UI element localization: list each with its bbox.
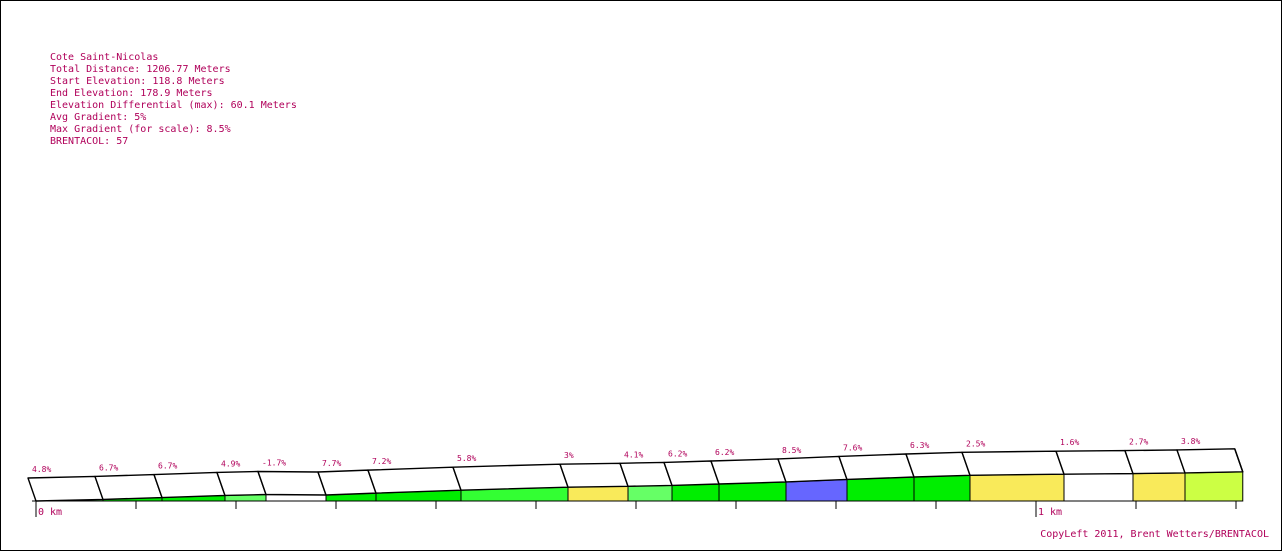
gradient-label: 7.2% — [372, 457, 391, 466]
info-end-elevation: End Elevation: 178.9 Meters — [50, 88, 213, 99]
copyright-footer: CopyLeft 2011, Brent Wetters/BRENTACOL — [1040, 529, 1269, 540]
gradient-label: 7.6% — [843, 443, 862, 452]
gradient-label: 3% — [564, 451, 574, 460]
profile-segment — [567, 485, 629, 502]
road-band — [94, 473, 163, 501]
climb-title: Cote Saint-Nicolas — [50, 52, 159, 63]
profile-segment — [1063, 473, 1134, 502]
info-avg-gradient: Avg Gradient: 5% — [50, 112, 147, 123]
road-band — [1176, 448, 1244, 474]
road-band — [1055, 449, 1134, 475]
profile-segment — [846, 476, 915, 502]
info-start-elevation: Start Elevation: 118.8 Meters — [50, 76, 225, 87]
gradient-label: 4.9% — [221, 459, 240, 468]
road-band — [559, 462, 629, 488]
road-band — [777, 455, 848, 483]
gradient-label: 8.5% — [782, 446, 801, 455]
gradient-label: 4.1% — [624, 450, 643, 459]
gradient-label: 6.3% — [910, 441, 929, 450]
climb-info-panel: Cote Saint-Nicolas Total Distance: 1206.… — [50, 52, 297, 148]
profile-segment — [627, 484, 673, 502]
road-band — [710, 458, 787, 485]
profile-segment — [913, 474, 971, 502]
road-band — [663, 460, 720, 487]
info-max-gradient: Max Gradient (for scale): 8.5% — [50, 124, 231, 135]
gradient-label: 7.7% — [322, 459, 341, 468]
gradient-label: 1.6% — [1060, 438, 1079, 447]
road-band — [452, 463, 569, 491]
gradient-label: 6.2% — [715, 448, 734, 457]
segment-road-bands — [27, 448, 1244, 502]
gradient-label: 6.7% — [158, 462, 177, 471]
road-band — [961, 450, 1065, 476]
x-tick-label: 1 km — [1038, 507, 1062, 518]
road-band — [619, 461, 673, 487]
gradient-label: 6.2% — [668, 449, 687, 458]
road-band — [257, 470, 327, 496]
road-band — [153, 471, 226, 499]
profile-segment — [671, 483, 720, 502]
gradient-label: -1.7% — [262, 459, 286, 468]
road-band — [27, 475, 104, 502]
profile-segment — [969, 473, 1065, 502]
gradient-label: 4.8% — [32, 465, 51, 474]
road-band — [1124, 449, 1186, 475]
profile-segment — [1132, 472, 1186, 502]
gradient-label: 5.8% — [457, 454, 476, 463]
info-elevation-differential: Elevation Differential (max): 60.1 Meter… — [50, 100, 297, 111]
profile-segment — [1184, 471, 1244, 502]
x-tick-label: 0 km — [38, 507, 62, 518]
gradient-label: 3.8% — [1181, 437, 1200, 446]
gradient-label: 2.7% — [1129, 438, 1148, 447]
gradient-labels: 4.8% 6.7% 6.7% 4.9% -1.7% 7.7% 7.2% 5.8% 3% 4.1% 6… — [32, 437, 1200, 474]
profile-segment — [785, 478, 848, 502]
info-brentacol-score: BRENTACOL: 57 — [50, 136, 129, 147]
road-band — [905, 451, 971, 478]
profile-segment — [718, 481, 787, 502]
gradient-label: 2.5% — [966, 439, 985, 448]
road-band-edge — [1234, 448, 1244, 473]
gradient-label: 6.7% — [99, 463, 118, 472]
road-band — [838, 453, 915, 481]
road-band — [367, 466, 462, 494]
info-total-distance: Total Distance: 1206.77 Meters — [50, 64, 231, 75]
x-axis: 0 km 1 km — [32, 500, 1242, 518]
road-band — [317, 469, 377, 496]
